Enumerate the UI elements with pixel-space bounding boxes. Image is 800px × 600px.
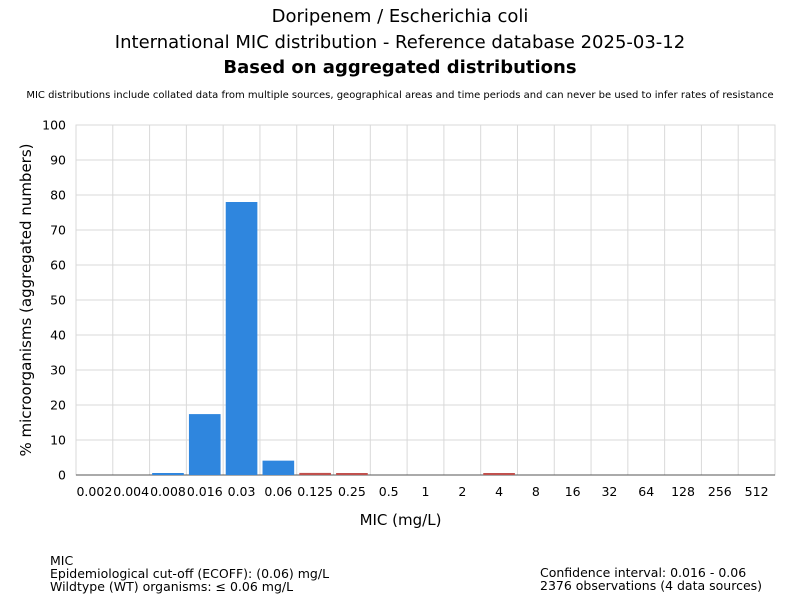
y-tick-label: 100 [42,118,66,133]
bar-0.25 [336,473,368,475]
bar-0.125 [299,472,331,475]
x-tick-label: 0.016 [187,484,223,499]
footer-left: MIC Epidemiological cut-off (ECOFF): (0.… [50,554,329,593]
x-tick-label: 0.06 [264,484,292,499]
y-tick-label: 50 [50,293,66,308]
x-tick-label: 512 [745,484,769,499]
x-tick-label: 256 [708,484,732,499]
x-tick-label: 8 [532,484,540,499]
bar-0.03 [225,202,258,475]
bar-0.008 [152,473,184,475]
footer-wildtype: Wildtype (WT) organisms: ≤ 0.06 mg/L [50,579,294,594]
chart-subtitle-bold: Based on aggregated distributions [223,57,577,78]
x-tick-label: 64 [638,484,654,499]
y-axis-label: % microorganisms (aggregated numbers) [17,143,35,456]
y-tick-label: 90 [50,153,66,168]
x-tick-label: 4 [495,484,503,499]
bar-4 [483,473,515,475]
x-tick-label: 128 [671,484,695,499]
bar-0.016 [188,414,221,475]
footer-ecoff: Epidemiological cut-off (ECOFF): (0.06) … [50,566,330,581]
x-tick-label: 2 [458,484,466,499]
y-tick-label: 30 [50,363,66,378]
y-tick-label: 60 [50,258,66,273]
y-tick-label: 20 [50,398,66,413]
x-tick-label: 0.03 [228,484,256,499]
footer-mic-label: MIC [50,553,74,568]
chart-subtitle: International MIC distribution - Referen… [114,32,686,53]
y-tick-label: 70 [50,223,66,238]
footer-observations: 2376 observations (4 data sources) [540,578,763,593]
x-tick-label: 0.008 [150,484,186,499]
footer-confidence-interval: Confidence interval: 0.016 - 0.06 [540,565,747,580]
x-tick-label: 0.004 [113,484,149,499]
y-tick-label: 40 [50,328,66,343]
chart-title: Doripenem / Escherichia coli [271,6,529,27]
footer-right: Confidence interval: 0.016 - 0.06 2376 o… [540,566,762,592]
y-tick-label: 0 [58,468,66,483]
disclaimer-note: MIC distributions include collated data … [26,90,774,101]
x-tick-label: 1 [422,484,430,499]
bar-0.06 [262,460,295,475]
y-tick-label: 10 [50,433,66,448]
x-tick-label: 0.5 [379,484,399,499]
x-tick-label: 32 [601,484,617,499]
x-axis-label: MIC (mg/L) [360,511,442,529]
x-tick-label: 0.125 [297,484,333,499]
x-tick-label: 16 [565,484,581,499]
x-tick-label: 0.25 [338,484,366,499]
x-tick-label: 0.002 [76,484,112,499]
y-tick-label: 80 [50,188,66,203]
